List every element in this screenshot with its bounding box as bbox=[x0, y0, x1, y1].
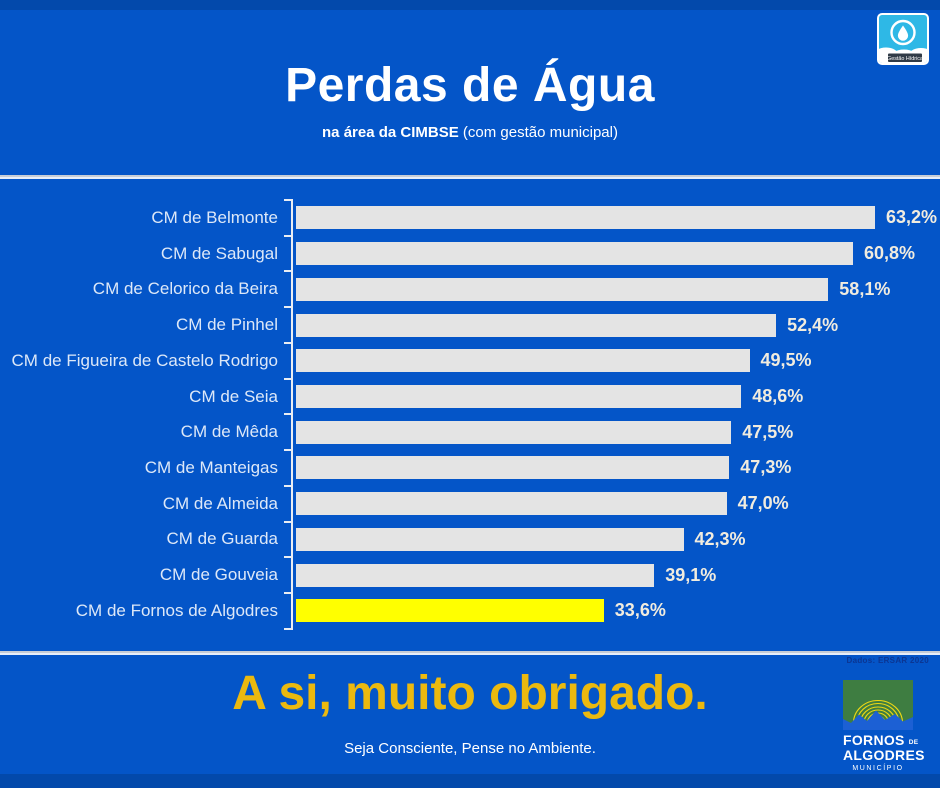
chart-row: CM de Pinhel 52,4% bbox=[0, 307, 940, 343]
axis-tick bbox=[284, 306, 291, 309]
mountains-icon bbox=[843, 710, 913, 730]
gestao-hidrica-logo: Gestão Hídrica bbox=[877, 13, 929, 65]
axis-tick bbox=[284, 592, 291, 595]
chart-row: CM de Mêda 47,5% bbox=[0, 414, 940, 450]
bar bbox=[296, 385, 742, 408]
value-label: 47,0% bbox=[737, 493, 789, 514]
footer-headline: A si, muito obrigado. bbox=[232, 667, 708, 720]
municipio-de: DE bbox=[908, 739, 919, 746]
subtitle-regular: (com gestão municipal) bbox=[462, 124, 618, 141]
category-label: CM de Fornos de Algodres bbox=[75, 600, 278, 620]
chart-axis bbox=[291, 199, 293, 630]
circle-outline-icon bbox=[890, 19, 916, 46]
bar bbox=[296, 242, 853, 266]
axis-tick bbox=[284, 270, 291, 273]
chart-row: CM de Figueira de Castelo Rodrigo 49,5% bbox=[0, 343, 940, 379]
axis-tick bbox=[284, 199, 291, 201]
axis-tick bbox=[284, 627, 291, 630]
category-label: CM de Belmonte bbox=[151, 207, 278, 227]
municipio-name-line2: ALGODRES bbox=[843, 747, 925, 763]
category-label: CM de Almeida bbox=[162, 493, 278, 513]
category-label: CM de Celorico da Beira bbox=[92, 279, 278, 299]
value-label: 58,1% bbox=[839, 278, 891, 299]
axis-tick bbox=[284, 341, 291, 344]
axis-tick bbox=[284, 556, 291, 559]
chart-row: CM de Gouveia 39,1% bbox=[0, 557, 940, 593]
top-edge-strip bbox=[0, 0, 940, 10]
municipio-name-line1: FORNOS DE bbox=[843, 732, 918, 749]
value-label: 63,2% bbox=[886, 207, 938, 228]
value-label: 49,5% bbox=[760, 350, 812, 371]
chart-row: CM de Fornos de Algodres 33,6% bbox=[0, 593, 940, 629]
municipio-fornos: FORNOS bbox=[843, 732, 905, 748]
page-title: Perdas de Água bbox=[285, 59, 655, 112]
category-label: CM de Guarda bbox=[166, 529, 279, 549]
axis-tick bbox=[284, 484, 291, 487]
bar bbox=[296, 420, 732, 444]
axis-tick bbox=[284, 234, 291, 237]
category-label: CM de Sabugal bbox=[160, 243, 278, 263]
municipio-label: MUNICÍPIO bbox=[852, 765, 904, 772]
axis-tick bbox=[284, 520, 291, 523]
bar bbox=[296, 206, 875, 230]
value-label: 48,6% bbox=[752, 386, 804, 406]
chart-row: CM de Seia 48,6% bbox=[0, 379, 940, 415]
value-label: 52,4% bbox=[787, 314, 839, 335]
municipio-emblem-icon bbox=[843, 680, 913, 730]
header-divider bbox=[0, 175, 940, 177]
bar-highlighted bbox=[296, 599, 604, 623]
category-label: CM de Figueira de Castelo Rodrigo bbox=[11, 350, 278, 370]
value-label: 60,8% bbox=[864, 243, 916, 264]
value-label: 39,1% bbox=[665, 564, 717, 585]
value-label: 47,3% bbox=[740, 457, 792, 478]
chart-row: CM de Guarda 42,3% bbox=[0, 522, 940, 558]
water-drop-icon bbox=[897, 25, 909, 41]
axis-tick bbox=[284, 377, 291, 380]
axis-tick bbox=[284, 413, 291, 416]
bar bbox=[296, 277, 829, 301]
category-label: CM de Gouveia bbox=[159, 565, 278, 585]
bottom-edge-strip bbox=[0, 774, 940, 788]
footer-divider bbox=[0, 651, 940, 653]
bar bbox=[296, 349, 750, 373]
chart-row: CM de Manteigas 47,3% bbox=[0, 450, 940, 486]
value-label: 47,5% bbox=[742, 421, 794, 442]
chart-row: CM de Almeida 47,0% bbox=[0, 486, 940, 522]
chart-row: CM de Belmonte 63,2% bbox=[0, 200, 940, 236]
value-label: 42,3% bbox=[694, 528, 746, 549]
data-source-note: Dados: ERSAR 2020 bbox=[846, 656, 929, 665]
category-label: CM de Mêda bbox=[180, 422, 278, 442]
subtitle-bold: na área da CIMBSE bbox=[322, 124, 459, 141]
chart-row: CM de Celorico da Beira 58,1% bbox=[0, 271, 940, 307]
bar bbox=[296, 456, 730, 480]
bar bbox=[296, 563, 655, 587]
axis-tick bbox=[284, 449, 291, 452]
bar bbox=[296, 313, 777, 337]
gestao-hidrica-label: Gestão Hídrica bbox=[887, 56, 923, 62]
category-label: CM de Pinhel bbox=[175, 315, 278, 335]
bar-chart: CM de Belmonte 63,2% CM de Sabugal 60,8% CM … bbox=[0, 199, 940, 630]
page-subtitle: na área da CIMBSE (com gestão municipal) bbox=[0, 124, 940, 141]
category-label: CM de Seia bbox=[189, 386, 278, 406]
value-label: 33,6% bbox=[614, 600, 666, 621]
municipio-logo: FORNOS DE ALGODRES MUNICÍPIO bbox=[843, 680, 925, 772]
bar bbox=[296, 527, 684, 551]
chart-row: CM de Sabugal 60,8% bbox=[0, 236, 940, 272]
logo-badge bbox=[888, 53, 922, 62]
bar bbox=[296, 492, 727, 516]
footer-tagline: Seja Consciente, Pense no Ambiente. bbox=[344, 740, 596, 757]
category-label: CM de Manteigas bbox=[144, 457, 278, 477]
